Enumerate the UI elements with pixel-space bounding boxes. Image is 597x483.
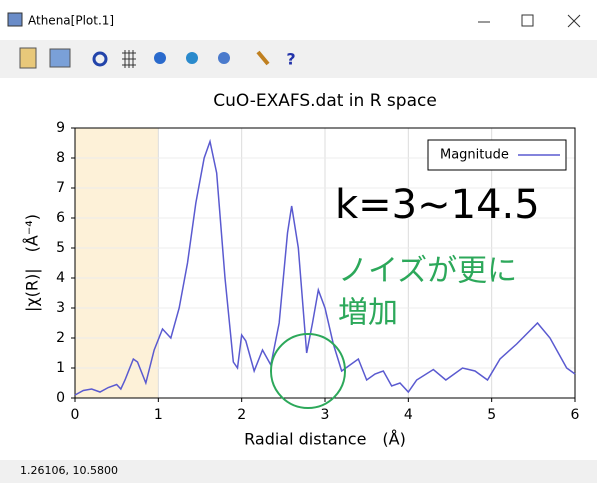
y-tick-label: 4 [56,270,65,286]
y-tick-label: 9 [56,120,65,136]
x-tick-label: 1 [154,407,163,423]
close[interactable] [567,14,581,28]
axes-frame [74,127,576,399]
tool-save[interactable] [49,48,71,68]
tool-settings[interactable] [256,50,270,66]
annotation-k: k=3~14.5 [335,182,540,228]
annotation-increase: 増加 [338,296,398,331]
tool-grid[interactable] [122,50,136,68]
window-title: Athena[Plot.1] [28,14,114,28]
y-tick-label: 3 [56,300,65,316]
tool-zoom-in[interactable] [186,52,198,64]
tool-help[interactable]: ? [286,50,295,69]
x-tick-label: 3 [321,407,330,423]
fit-window [75,128,159,398]
y-tick-label: 1 [56,360,65,376]
annotation-noise: ノイズが更に [338,254,517,289]
highlight-circle [270,333,346,409]
x-tick-label: 2 [237,407,246,423]
maximize[interactable] [521,14,534,27]
status-bar [0,460,597,483]
x-tick-label: 6 [571,407,580,423]
tool-zoom-out[interactable] [154,52,166,64]
x-axis-label: Radial distance (Å) [244,430,406,449]
plot: 0 1 2 3 4 5 6 0 1 2 3 4 5 6 7 8 9 CuO-EXAFS.dat in R spac… [23,91,580,449]
tool-clipboard[interactable] [19,47,37,69]
legend-label: Magnitude [440,148,509,163]
y-axis-label: |χ(R)| (Å⁻⁴) [23,214,42,312]
chart-title: CuO-EXAFS.dat in R space [213,91,437,111]
y-tick-label: 5 [56,240,65,256]
x-tick-label: 0 [71,407,80,423]
y-tick-label: 2 [56,330,65,346]
y-tick-label: 7 [56,180,65,196]
title-bar [0,0,597,40]
tool-refresh[interactable] [92,51,108,67]
y-tick-label: 6 [56,210,65,226]
x-tick-label: 5 [487,407,496,423]
y-tick-label: 8 [56,150,65,166]
data-line [74,138,576,396]
y-tick-label: 0 [56,390,65,406]
x-tick-label: 4 [404,407,413,423]
app-icon [7,12,23,27]
status-text: 1.26106, 10.5800 [20,464,118,477]
toolbar [0,40,597,78]
tool-zoom-reset[interactable] [218,52,230,64]
